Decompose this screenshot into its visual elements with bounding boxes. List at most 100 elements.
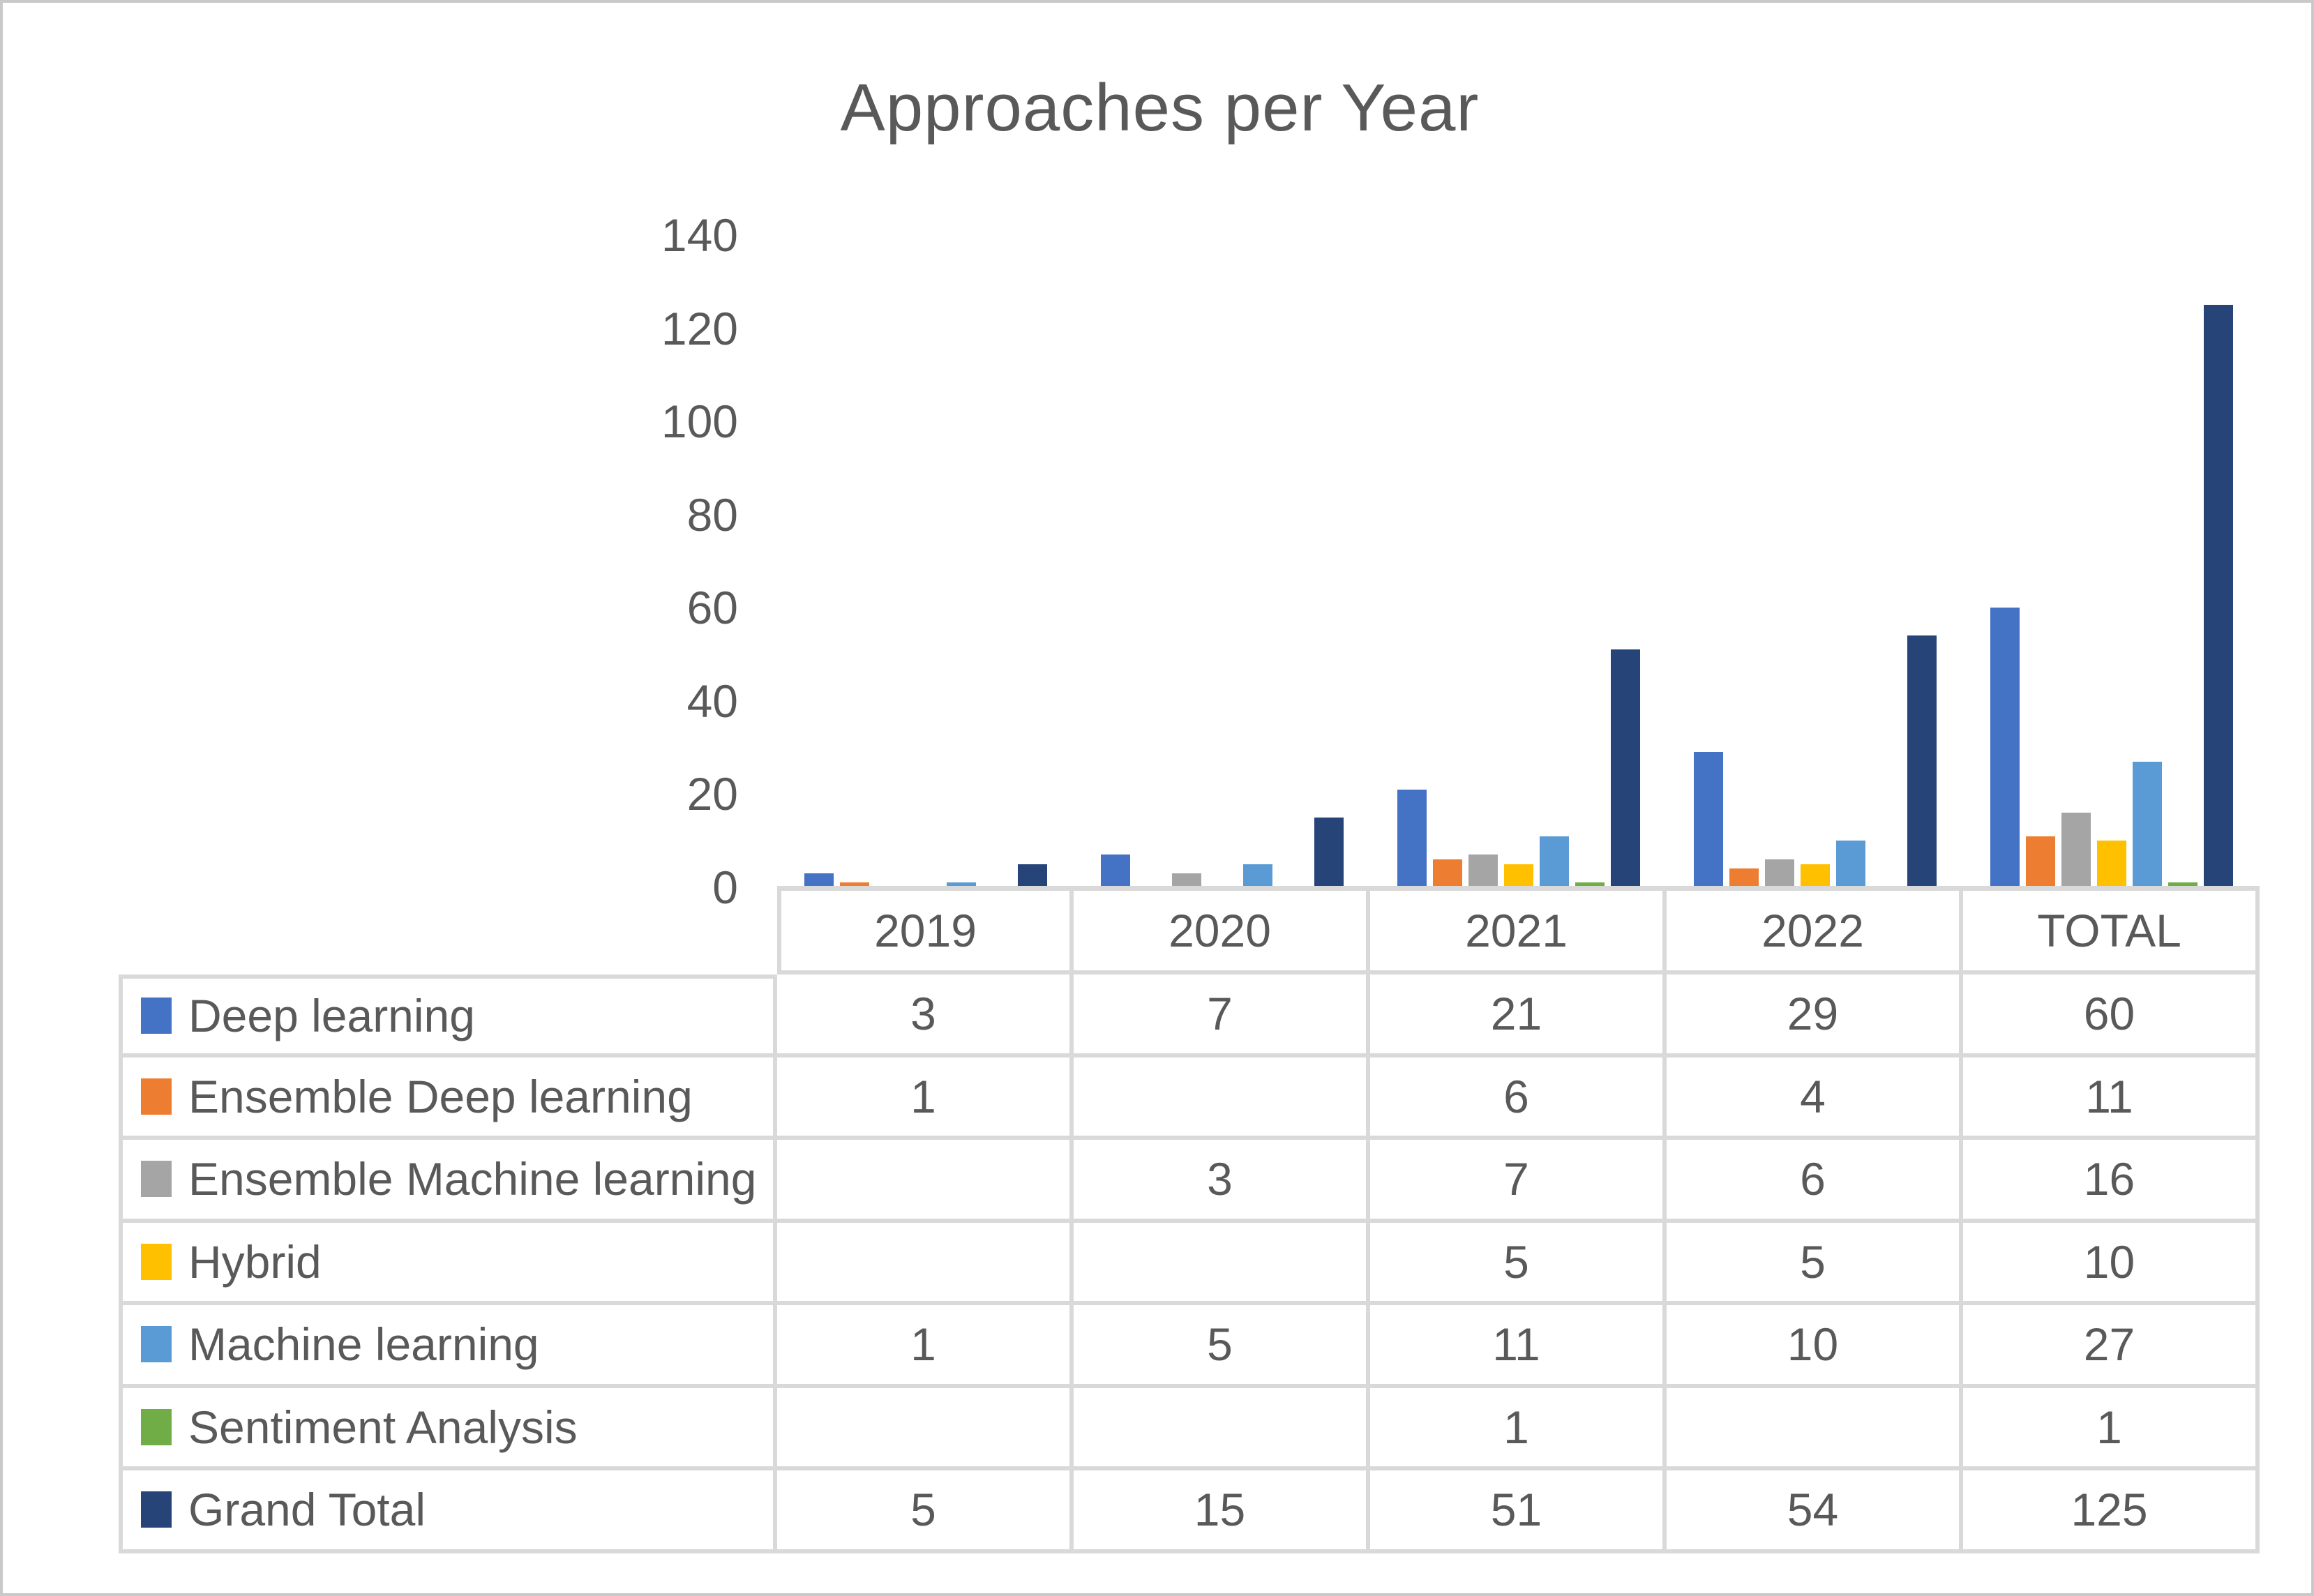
bar-group-total [1963,235,2260,887]
table-cell-grand-total-2022: 54 [1667,1470,1963,1553]
table-cell-ensemble-machine-learning-2021: 7 [1370,1140,1667,1223]
legend-swatch-grand-total [141,1491,172,1528]
legend-swatch-machine-learning [141,1326,172,1363]
table-corner-cell [119,891,777,974]
table-cell-hybrid-total: 10 [1963,1222,2260,1305]
bar-hybrid-2022 [1800,864,1830,887]
bar-machine-learning-2020 [1242,864,1272,887]
bar-group-2021 [1370,235,1667,887]
table-cell-grand-total-2020: 15 [1074,1470,1370,1553]
bar-deep-learning-2022 [1693,752,1723,887]
legend-label: Sentiment Analysis [188,1401,578,1453]
column-header-2022: 2022 [1667,891,1963,974]
bar-ensemble-machine-learning-total [2061,813,2091,887]
bar-machine-learning-2022 [1835,841,1865,887]
legend-label: Ensemble Machine learning [188,1153,757,1205]
table-cell-deep-learning-2022: 29 [1667,974,1963,1057]
column-header-2019: 2019 [777,891,1074,974]
bar-ensemble-machine-learning-2021 [1468,855,1498,887]
y-tick-label-40: 40 [686,675,738,727]
y-tick-label-20: 20 [686,768,738,820]
legend-label: Machine learning [188,1318,539,1371]
bar-ensemble-deep-learning-2021 [1432,859,1462,887]
legend-swatch-sentiment-analysis [141,1408,172,1445]
legend-swatch-ensemble-deep-learning [141,1078,172,1115]
bar-ensemble-deep-learning-2022 [1729,868,1759,887]
bar-deep-learning-2021 [1397,789,1427,887]
legend-label: Hybrid [188,1235,322,1288]
plot-area [777,235,2260,887]
y-tick-label-140: 140 [661,209,738,261]
column-header-2021: 2021 [1370,891,1667,974]
table-cell-deep-learning-2019: 3 [777,974,1074,1057]
legend-label: Deep learning [188,990,475,1042]
table-cell-ensemble-deep-learning-2019: 1 [777,1057,1074,1140]
legend-row-machine-learning: Machine learning [119,1305,777,1388]
table-cell-ensemble-deep-learning-2021: 6 [1370,1057,1667,1140]
table-cell-ensemble-machine-learning-2019 [777,1140,1074,1223]
table-cell-ensemble-deep-learning-2020 [1074,1057,1370,1140]
bar-sentiment-analysis-total [2168,882,2197,887]
bar-hybrid-2021 [1503,864,1533,887]
bar-grand-total-2022 [1907,635,1937,887]
table-cell-hybrid-2021: 5 [1370,1222,1667,1305]
table-cell-hybrid-2019 [777,1222,1074,1305]
legend-label: Grand Total [188,1484,426,1536]
bar-grand-total-2021 [1610,649,1640,887]
legend-label: Ensemble Deep learning [188,1070,693,1122]
bar-group-2020 [1074,235,1370,887]
legend-swatch-hybrid [141,1243,172,1280]
legend-swatch-deep-learning [141,998,172,1034]
table-cell-grand-total-2021: 51 [1370,1470,1667,1553]
table-cell-sentiment-analysis-2020 [1074,1387,1370,1470]
table-cell-deep-learning-2021: 21 [1370,974,1667,1057]
y-tick-label-100: 100 [661,396,738,448]
table-cell-grand-total-total: 125 [1963,1470,2260,1553]
table-cell-sentiment-analysis-2019 [777,1387,1074,1470]
y-tick-label-60: 60 [686,582,738,634]
table-cell-machine-learning-2022: 10 [1667,1305,1963,1388]
bar-ensemble-deep-learning-total [2025,836,2055,887]
y-tick-label-0: 0 [712,861,738,913]
table-cell-machine-learning-2021: 11 [1370,1305,1667,1388]
y-tick-label-120: 120 [661,302,738,354]
bar-deep-learning-total [1990,608,2020,887]
table-cell-hybrid-2022: 5 [1667,1222,1963,1305]
table-cell-ensemble-machine-learning-2020: 3 [1074,1140,1370,1223]
table-cell-ensemble-machine-learning-total: 16 [1963,1140,2260,1223]
table-cell-machine-learning-2020: 5 [1074,1305,1370,1388]
legend-row-grand-total: Grand Total [119,1470,777,1553]
chart-title: Approaches per Year [840,70,1480,145]
legend-row-hybrid: Hybrid [119,1222,777,1305]
legend-row-ensemble-machine-learning: Ensemble Machine learning [119,1140,777,1223]
table-cell-ensemble-deep-learning-total: 11 [1963,1057,2260,1140]
bar-ensemble-deep-learning-2019 [839,882,869,887]
bar-ensemble-machine-learning-2020 [1171,873,1201,887]
table-cell-ensemble-deep-learning-2022: 4 [1667,1057,1963,1140]
bar-machine-learning-2021 [1539,836,1569,887]
bar-grand-total-total [2203,305,2233,887]
table-cell-hybrid-2020 [1074,1222,1370,1305]
bar-ensemble-machine-learning-2022 [1764,859,1794,887]
data-table: 2019 2020 2021 2022 TOTAL Deep learning 3 7 21 29… [119,891,2260,1553]
bar-machine-learning-total [2132,761,2162,887]
y-tick-label-80: 80 [686,488,738,541]
legend-swatch-ensemble-machine-learning [141,1161,172,1198]
bar-sentiment-analysis-2021 [1575,882,1605,887]
table-cell-sentiment-analysis-2021: 1 [1370,1387,1667,1470]
x-axis-line [777,886,2260,891]
bar-group-2019 [777,235,1074,887]
legend-row-sentiment-analysis: Sentiment Analysis [119,1387,777,1470]
legend-row-ensemble-deep-learning: Ensemble Deep learning [119,1057,777,1140]
table-cell-machine-learning-2019: 1 [777,1305,1074,1388]
bar-group-2022 [1667,235,1963,887]
table-cell-sentiment-analysis-total: 1 [1963,1387,2260,1470]
table-cell-deep-learning-total: 60 [1963,974,2260,1057]
table-cell-sentiment-analysis-2022 [1667,1387,1963,1470]
column-header-total: TOTAL [1963,891,2260,974]
bar-deep-learning-2019 [804,873,834,887]
column-header-2020: 2020 [1074,891,1370,974]
bar-hybrid-total [2096,841,2126,887]
bar-grand-total-2020 [1314,817,1344,887]
